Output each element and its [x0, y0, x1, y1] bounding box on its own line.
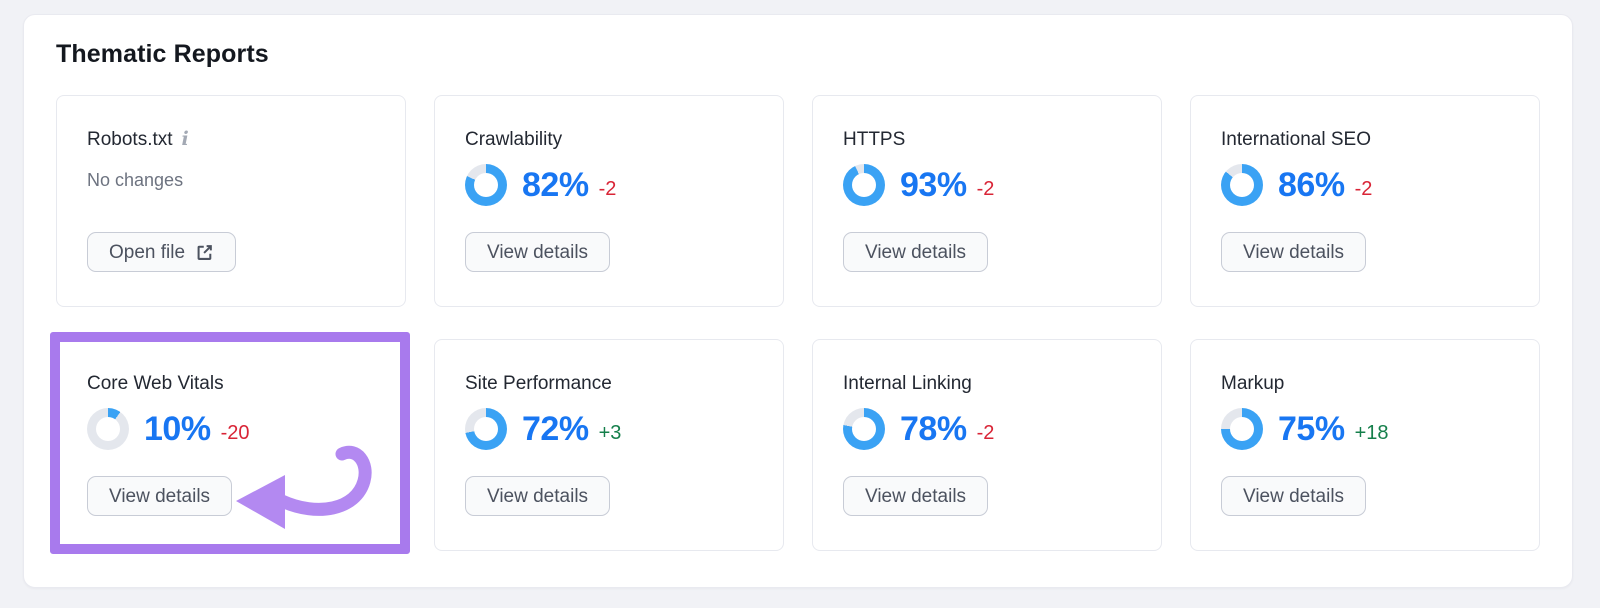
report-card-international-seo: International SEO 86% -2 View details: [1190, 95, 1540, 307]
card-title: Internal Linking: [843, 373, 972, 394]
view-details-button[interactable]: View details: [843, 232, 989, 272]
view-details-button[interactable]: View details: [465, 232, 611, 272]
score-delta: +3: [598, 422, 622, 444]
score-row: 78% -2: [843, 408, 1131, 450]
score-percent: 72%: [522, 410, 589, 448]
card-title: Robots.txt: [87, 129, 173, 150]
open-file-button[interactable]: Open file: [87, 232, 237, 272]
score-row: 10% -20: [87, 408, 375, 450]
view-details-button[interactable]: View details: [465, 476, 611, 516]
score-donut-chart: [1221, 164, 1263, 206]
view-details-button[interactable]: View details: [843, 476, 989, 516]
score-delta: -2: [1354, 178, 1373, 200]
report-card-crawlability: Crawlability 82% -2 View details: [434, 95, 784, 307]
report-card-https: HTTPS 93% -2 View details: [812, 95, 1162, 307]
score-percent: 10%: [144, 410, 211, 448]
score-delta: +18: [1354, 422, 1389, 444]
card-title: Site Performance: [465, 373, 612, 394]
score-row: 75% +18: [1221, 408, 1509, 450]
score-percent: 78%: [900, 410, 967, 448]
section-title: Thematic Reports: [56, 40, 269, 68]
thematic-reports-panel: Thematic Reports Robots.txt i No changes…: [23, 14, 1573, 588]
score-donut-chart: [87, 408, 129, 450]
card-title: Core Web Vitals: [87, 373, 224, 394]
score-percent: 82%: [522, 166, 589, 204]
score-delta: -20: [220, 422, 250, 444]
card-title: International SEO: [1221, 129, 1371, 150]
score-row: 82% -2: [465, 164, 753, 206]
score-donut-chart: [1221, 408, 1263, 450]
score-row: 93% -2: [843, 164, 1131, 206]
card-status-text: No changes: [87, 170, 184, 190]
external-link-icon: [195, 243, 214, 262]
info-icon[interactable]: i: [181, 127, 189, 150]
report-card-site-performance: Site Performance 72% +3 View details: [434, 339, 784, 551]
view-details-button[interactable]: View details: [87, 476, 233, 516]
card-title: HTTPS: [843, 129, 906, 150]
score-percent: 75%: [1278, 410, 1345, 448]
view-details-button[interactable]: View details: [1221, 476, 1367, 516]
open-file-button-label: Open file: [109, 241, 186, 263]
report-cards-grid: Robots.txt i No changes Open file Crawla…: [56, 95, 1540, 551]
report-card-core-web-vitals: Core Web Vitals 10% -20 View details: [56, 339, 406, 551]
report-card-internal-linking: Internal Linking 78% -2 View details: [812, 339, 1162, 551]
score-donut-chart: [843, 408, 885, 450]
score-donut-chart: [465, 408, 507, 450]
score-delta: -2: [976, 422, 995, 444]
score-delta: -2: [598, 178, 617, 200]
score-donut-chart: [465, 164, 507, 206]
report-card-robots-txt: Robots.txt i No changes Open file: [56, 95, 406, 307]
card-title-row: Robots.txt i: [87, 129, 375, 151]
score-delta: -2: [976, 178, 995, 200]
score-row: 86% -2: [1221, 164, 1509, 206]
score-donut-chart: [843, 164, 885, 206]
report-card-markup: Markup 75% +18 View details: [1190, 339, 1540, 551]
score-row: 72% +3: [465, 408, 753, 450]
score-percent: 93%: [900, 166, 967, 204]
score-percent: 86%: [1278, 166, 1345, 204]
card-title: Crawlability: [465, 129, 563, 150]
card-title: Markup: [1221, 373, 1285, 394]
view-details-button[interactable]: View details: [1221, 232, 1367, 272]
